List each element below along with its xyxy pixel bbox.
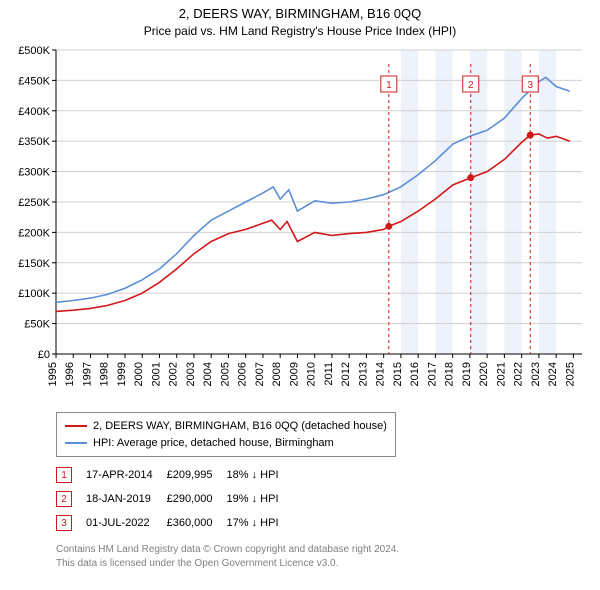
x-tick-label: 1996	[64, 362, 76, 386]
chart-title-address: 2, DEERS WAY, BIRMINGHAM, B16 0QQ	[6, 6, 594, 21]
sale-marker-dot	[385, 223, 392, 230]
sale-marker-dot	[467, 174, 474, 181]
sale-marker-number: 1	[386, 80, 392, 91]
x-tick-label: 2008	[271, 362, 283, 386]
sale-price: £360,000	[167, 511, 227, 535]
y-tick-label: £200K	[18, 227, 50, 239]
x-tick-label: 2006	[237, 362, 249, 386]
legend-swatch	[65, 425, 87, 427]
legend-swatch	[65, 442, 87, 444]
x-tick-label: 2010	[306, 362, 318, 386]
y-tick-label: £100K	[18, 288, 50, 300]
x-tick-label: 2009	[288, 362, 300, 386]
sale-delta: 17% ↓ HPI	[227, 511, 293, 535]
x-tick-label: 2000	[133, 362, 145, 386]
y-tick-label: £250K	[18, 197, 50, 209]
sale-badge: 2	[56, 491, 72, 507]
x-tick-label: 2013	[357, 362, 369, 386]
sale-delta: 19% ↓ HPI	[227, 487, 293, 511]
y-tick-label: £150K	[18, 258, 50, 270]
legend: 2, DEERS WAY, BIRMINGHAM, B16 0QQ (detac…	[56, 412, 396, 457]
x-tick-label: 2007	[254, 362, 266, 386]
sale-marker-number: 3	[527, 80, 533, 91]
table-row: 2 18-JAN-2019£290,00019% ↓ HPI	[56, 487, 293, 511]
x-tick-label: 2020	[478, 362, 490, 386]
chart-subtitle: Price paid vs. HM Land Registry's House …	[6, 24, 594, 38]
x-tick-label: 2021	[495, 362, 507, 386]
footer-line-2: This data is licensed under the Open Gov…	[56, 557, 594, 571]
sale-price: £209,995	[167, 463, 227, 487]
y-tick-label: £500K	[18, 45, 50, 57]
attribution-footer: Contains HM Land Registry data © Crown c…	[56, 543, 594, 570]
x-tick-label: 2024	[547, 362, 559, 386]
sales-table: 1 17-APR-2014£209,99518% ↓ HPI 2 18-JAN-201…	[56, 463, 293, 535]
y-tick-label: £350K	[18, 136, 50, 148]
sale-price: £290,000	[167, 487, 227, 511]
x-tick-label: 1997	[81, 362, 93, 386]
legend-row: HPI: Average price, detached house, Birm…	[65, 435, 387, 452]
x-tick-label: 2025	[564, 362, 576, 386]
x-tick-label: 2005	[219, 362, 231, 386]
y-tick-label: £0	[38, 349, 50, 361]
sale-marker-number: 2	[468, 80, 474, 91]
x-tick-label: 1999	[116, 362, 128, 386]
sale-badge: 3	[56, 515, 72, 531]
sale-badge: 1	[56, 467, 72, 483]
x-tick-label: 2023	[530, 362, 542, 386]
footer-line-1: Contains HM Land Registry data © Crown c…	[56, 543, 594, 557]
legend-row: 2, DEERS WAY, BIRMINGHAM, B16 0QQ (detac…	[65, 418, 387, 435]
y-tick-label: £50K	[24, 319, 50, 331]
x-tick-label: 1995	[47, 362, 59, 386]
sale-date: 01-JUL-2022	[86, 511, 167, 535]
x-tick-label: 2018	[444, 362, 456, 386]
sale-marker-dot	[527, 132, 534, 139]
sale-delta: 18% ↓ HPI	[227, 463, 293, 487]
chart-area: £0 £50K £100K £150K £200K £250K £300K £350K £400…	[6, 44, 594, 404]
x-tick-label: 2002	[168, 362, 180, 386]
x-tick-label: 1998	[99, 362, 111, 386]
x-tick-label: 2016	[409, 362, 421, 386]
x-tick-label: 2003	[185, 362, 197, 386]
x-tick-label: 2017	[426, 362, 438, 386]
x-tick-label: 2011	[323, 362, 335, 386]
x-tick-label: 2022	[513, 362, 525, 386]
x-tick-label: 2004	[202, 362, 214, 386]
y-tick-label: £450K	[18, 75, 50, 87]
sale-date: 18-JAN-2019	[86, 487, 167, 511]
sale-date: 17-APR-2014	[86, 463, 167, 487]
legend-label: 2, DEERS WAY, BIRMINGHAM, B16 0QQ (detac…	[93, 418, 387, 435]
line-chart: £0 £50K £100K £150K £200K £250K £300K £350K £400…	[6, 44, 586, 404]
legend-label: HPI: Average price, detached house, Birm…	[93, 435, 334, 452]
table-row: 3 01-JUL-2022£360,00017% ↓ HPI	[56, 511, 293, 535]
y-tick-label: £400K	[18, 106, 50, 118]
x-tick-label: 2001	[150, 362, 162, 386]
x-tick-label: 2014	[375, 362, 387, 386]
x-tick-label: 2019	[461, 362, 473, 386]
y-tick-label: £300K	[18, 167, 50, 179]
x-tick-label: 2012	[340, 362, 352, 386]
x-tick-label: 2015	[392, 362, 404, 386]
table-row: 1 17-APR-2014£209,99518% ↓ HPI	[56, 463, 293, 487]
